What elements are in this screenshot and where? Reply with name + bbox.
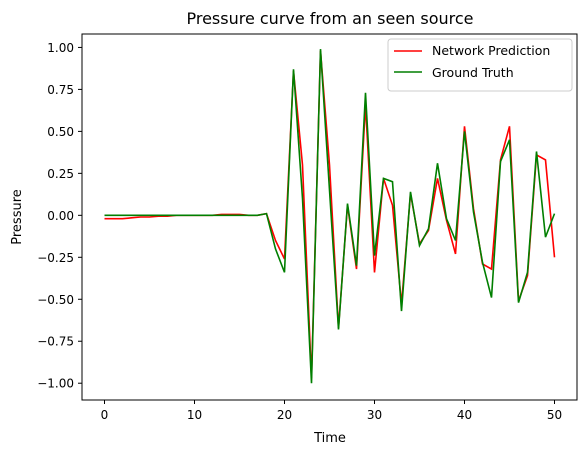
y-tick-label: 0.75 [47, 83, 74, 97]
y-tick-label: 0.00 [47, 209, 74, 223]
axes-frame [81, 33, 578, 401]
axis-ticks: 0 10 20 30 40 50 −1.00 −0.75 −0.50 −0.25 0.00 0.25 0… [37, 41, 562, 422]
y-tick-label: 1.00 [47, 41, 74, 55]
x-tick-label: 40 [457, 408, 472, 422]
series-line-ground-truth [104, 49, 556, 384]
y-tick-label: −0.75 [37, 335, 74, 349]
chart-title: Pressure curve from an seen source [186, 9, 473, 28]
legend: Network Prediction Ground Truth [387, 38, 573, 92]
plot-area [104, 49, 556, 384]
y-tick-label: −1.00 [37, 377, 74, 391]
y-tick-label: 0.50 [47, 125, 74, 139]
x-tick-label: 30 [367, 408, 382, 422]
x-tick-label: 20 [277, 408, 292, 422]
x-axis-label: Time [313, 431, 346, 446]
legend-box [387, 38, 573, 92]
y-tick-label: 0.25 [47, 167, 74, 181]
legend-label-network-prediction: Network Prediction [432, 43, 550, 58]
legend-label-ground-truth: Ground Truth [432, 65, 514, 80]
y-tick-label: −0.25 [37, 251, 74, 265]
y-tick-label: −0.50 [37, 293, 74, 307]
y-axis-label: Pressure [10, 189, 25, 245]
x-tick-label: 10 [187, 408, 202, 422]
x-tick-label: 0 [101, 408, 109, 422]
x-tick-label: 50 [547, 408, 562, 422]
